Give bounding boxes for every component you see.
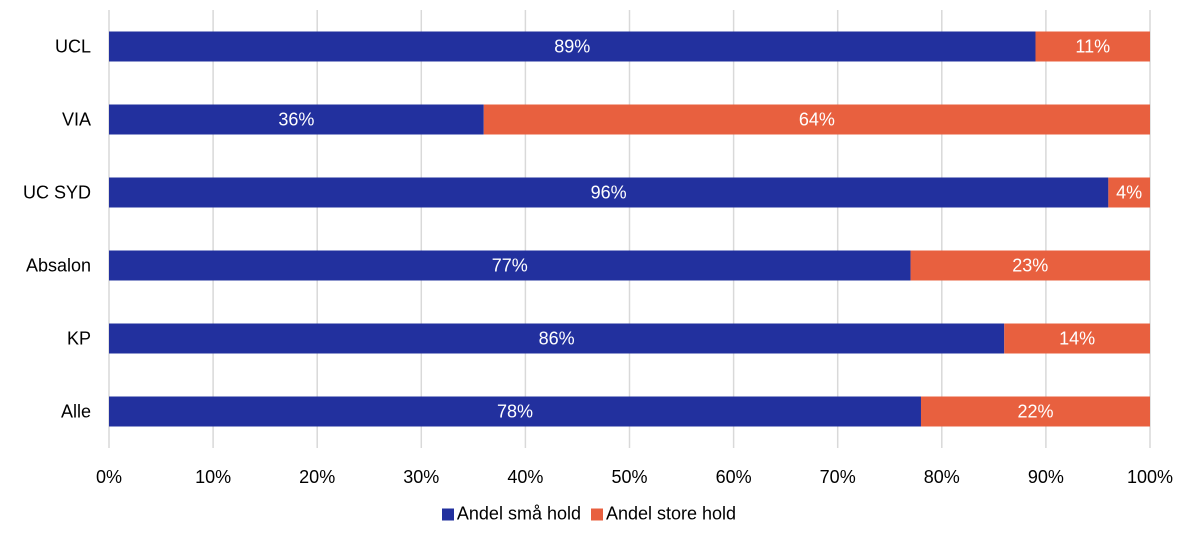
bar-small-hold <box>109 177 1109 208</box>
x-tick-label: 0% <box>96 467 122 487</box>
bars: 89% 11% 36% 64% 96% 4% 77% 23% 86% 14% 78% 22% <box>109 31 1150 427</box>
bar-data-label: 96% <box>591 183 627 203</box>
x-tick-label: 30% <box>403 467 439 487</box>
x-tick-label: 90% <box>1028 467 1064 487</box>
bar-small-hold <box>109 104 484 135</box>
bar-data-label: 64% <box>799 110 835 130</box>
legend-swatch-large <box>590 508 603 520</box>
category-labels: UCL VIA UC SYD Absalon KP Alle <box>23 37 91 422</box>
bar-data-label: 77% <box>492 256 528 276</box>
category-label: Alle <box>61 402 91 422</box>
bar-large-hold <box>910 250 1150 281</box>
category-label: VIA <box>62 110 91 130</box>
bar-small-hold <box>109 31 1036 62</box>
x-axis-tick-labels: 0% 10% 20% 30% 40% 50% 60% 70% 80% 90% 100% <box>96 467 1173 487</box>
x-tick-label: 80% <box>924 467 960 487</box>
bar-data-label: 89% <box>554 37 590 57</box>
legend-item-large: Andel store hold <box>590 503 737 525</box>
bar-large-hold <box>1004 323 1150 354</box>
legend-label-small: Andel små hold <box>456 503 581 524</box>
bar-small-hold <box>109 250 911 281</box>
x-tick-label: 40% <box>507 467 543 487</box>
x-tick-label: 50% <box>611 467 647 487</box>
gridlines <box>108 10 1151 448</box>
bar-small-hold <box>109 323 1005 354</box>
legend: Andel små hold Andel store hold <box>0 504 1178 525</box>
bar-data-label: 4% <box>1116 183 1142 203</box>
category-label: KP <box>67 329 91 349</box>
bar-data-label: 23% <box>1012 256 1048 276</box>
bar-large-hold <box>920 396 1150 427</box>
category-label: Absalon <box>26 256 91 276</box>
legend-item-small: Andel små hold <box>441 503 581 525</box>
x-tick-label: 100% <box>1127 467 1173 487</box>
category-label: UCL <box>55 37 91 57</box>
x-tick-label: 60% <box>716 467 752 487</box>
bar-data-label: 86% <box>539 329 575 349</box>
bar-data-label: 36% <box>278 110 314 130</box>
bar-data-label: 14% <box>1059 329 1095 349</box>
bar-data-label: 11% <box>1075 37 1110 57</box>
legend-swatch-small <box>441 508 454 520</box>
legend-label-large: Andel store hold <box>605 503 737 524</box>
x-tick-label: 10% <box>195 467 231 487</box>
bar-data-label: 78% <box>497 402 533 422</box>
x-tick-label: 20% <box>299 467 335 487</box>
x-tick-label: 70% <box>820 467 856 487</box>
category-label: UC SYD <box>23 183 91 203</box>
bar-large-hold <box>1108 177 1150 208</box>
bar-small-hold <box>109 396 921 427</box>
bar-data-label: 22% <box>1017 402 1053 422</box>
bar-large-hold <box>1035 31 1150 62</box>
bar-large-hold <box>483 104 1150 135</box>
